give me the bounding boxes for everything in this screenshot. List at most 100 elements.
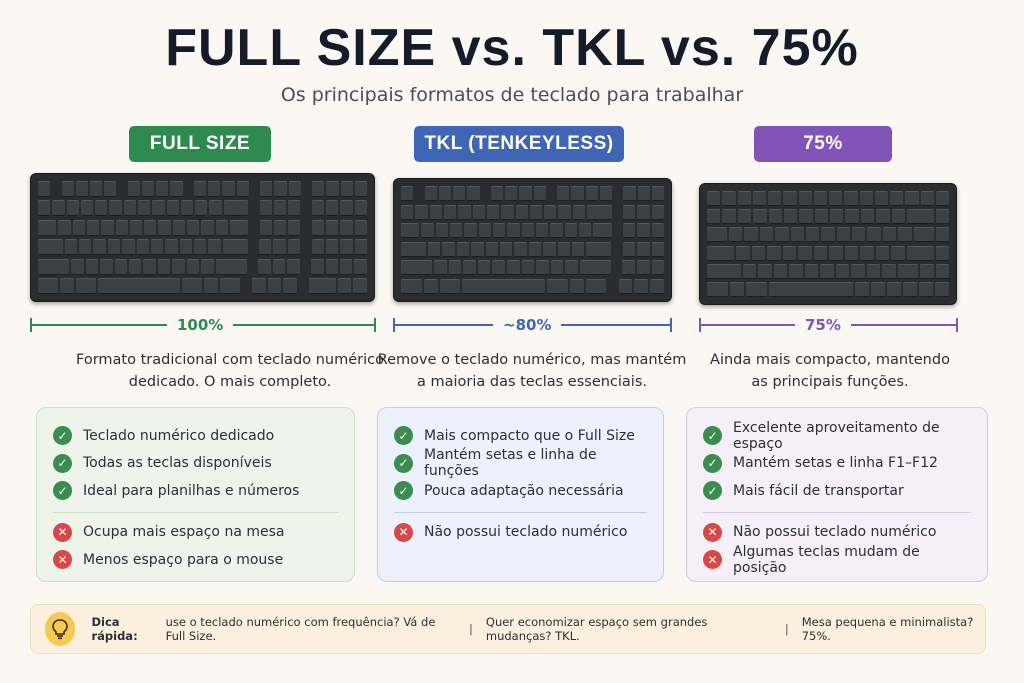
key xyxy=(544,204,557,220)
key xyxy=(325,239,339,256)
key xyxy=(751,245,765,261)
key xyxy=(722,191,736,206)
key xyxy=(274,181,287,197)
key xyxy=(170,181,183,197)
key xyxy=(311,258,324,275)
key xyxy=(71,258,84,275)
key xyxy=(572,204,586,220)
cross-icon: ✕ xyxy=(53,550,72,570)
key xyxy=(759,227,774,243)
key xyxy=(507,223,520,239)
key xyxy=(462,278,546,294)
key xyxy=(58,219,71,236)
key xyxy=(744,227,758,243)
key xyxy=(767,245,781,261)
key xyxy=(38,181,51,197)
key xyxy=(61,181,74,197)
key xyxy=(401,260,433,276)
key xyxy=(195,200,208,217)
key xyxy=(634,278,649,294)
key xyxy=(115,219,128,236)
full-size-ruler: 100% xyxy=(30,316,376,334)
key xyxy=(477,260,491,276)
key xyxy=(415,204,428,220)
key xyxy=(259,200,272,217)
p75-pill: 75% xyxy=(754,126,892,162)
key xyxy=(104,181,117,197)
key xyxy=(707,263,741,279)
key xyxy=(571,186,584,202)
key xyxy=(222,181,235,197)
key xyxy=(798,245,812,261)
key xyxy=(193,181,207,197)
key xyxy=(311,200,325,217)
key xyxy=(730,282,744,297)
key xyxy=(325,258,339,275)
key xyxy=(835,263,850,279)
key xyxy=(829,191,843,206)
key xyxy=(783,209,798,225)
key xyxy=(288,200,301,217)
key xyxy=(651,204,665,220)
key xyxy=(101,219,114,236)
key xyxy=(288,181,301,197)
key xyxy=(75,181,88,197)
key xyxy=(442,241,455,257)
key xyxy=(746,282,767,297)
key xyxy=(186,258,200,275)
key xyxy=(830,209,844,225)
list-item: ✓ Mais fácil de transportar xyxy=(703,477,971,505)
key xyxy=(736,245,750,261)
p75-keyboard xyxy=(699,183,957,305)
key xyxy=(463,260,476,276)
key xyxy=(141,181,155,197)
key xyxy=(782,245,796,261)
key xyxy=(421,223,434,239)
key xyxy=(354,181,368,197)
key xyxy=(401,278,422,294)
key xyxy=(66,200,79,217)
key xyxy=(260,181,273,197)
key xyxy=(259,239,272,256)
p75-ruler: 75% xyxy=(699,316,958,334)
key xyxy=(438,186,452,202)
key xyxy=(737,191,751,206)
key xyxy=(486,204,500,220)
key xyxy=(790,227,804,243)
key xyxy=(557,241,571,257)
key xyxy=(887,282,901,297)
key xyxy=(311,219,325,236)
page-title: FULL SIZE vs. TKL vs. 75% xyxy=(165,19,859,77)
key xyxy=(768,191,782,206)
full-size-percent: 100% xyxy=(167,316,234,334)
list-item: ✕ Ocupa mais espaço na mesa xyxy=(53,519,338,547)
key xyxy=(424,186,437,202)
key xyxy=(737,209,752,225)
key xyxy=(636,260,650,276)
key xyxy=(564,223,577,239)
key xyxy=(453,186,466,202)
key xyxy=(558,204,571,220)
key xyxy=(490,186,504,202)
key xyxy=(156,181,169,197)
tkl-pill: TKL (TENKEYLESS) xyxy=(414,126,624,162)
key xyxy=(166,200,179,217)
key xyxy=(38,239,63,256)
key xyxy=(86,219,100,236)
list-item: ✓ Mais compacto que o Full Size xyxy=(394,422,647,450)
cross-icon: ✕ xyxy=(394,522,413,542)
key xyxy=(215,219,228,236)
key xyxy=(882,263,896,279)
key xyxy=(906,245,934,261)
key xyxy=(172,258,185,275)
key xyxy=(519,186,532,202)
key xyxy=(127,181,140,197)
key xyxy=(844,191,858,206)
key xyxy=(80,200,94,217)
key xyxy=(72,219,85,236)
key xyxy=(783,191,797,206)
key xyxy=(935,227,949,243)
key xyxy=(742,263,757,279)
key xyxy=(521,223,534,239)
key xyxy=(758,263,772,279)
